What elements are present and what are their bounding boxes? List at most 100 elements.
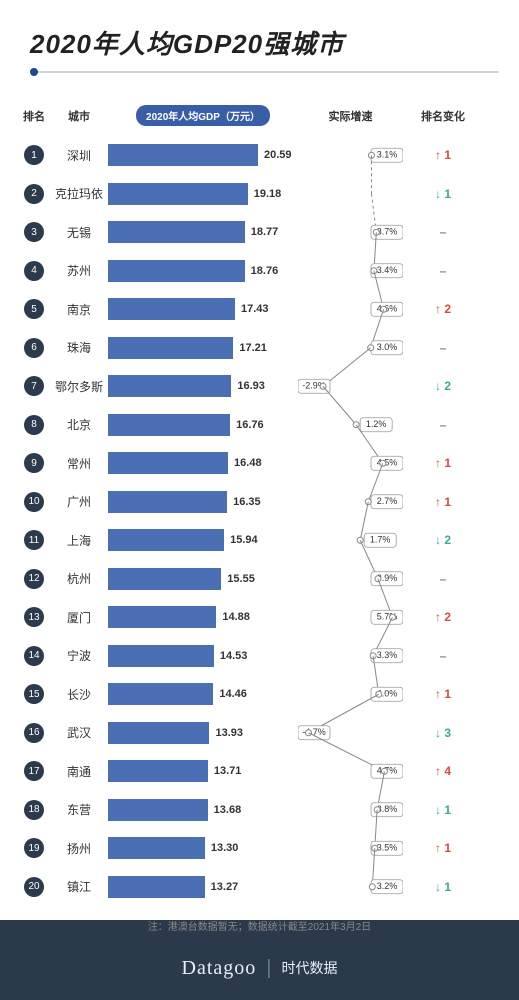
- rank-cell: 7: [18, 376, 50, 396]
- growth-cell: [298, 483, 403, 522]
- arrow-up-icon: ↑ 4: [435, 764, 451, 778]
- footnote: 注：港澳台数据暂无；数据统计截至2021年3月2日: [0, 918, 519, 933]
- bar-cell: 13.71: [108, 760, 298, 782]
- chart-container: 2020年人均GDP20强城市 排名 城市 2020年人均GDP（万元） 实际增…: [0, 0, 519, 1000]
- value-label: 16.48: [234, 457, 262, 469]
- rank-badge: 13: [24, 607, 44, 627]
- bar: [108, 606, 216, 628]
- footer-divider: |: [266, 957, 271, 980]
- table-row: 1深圳20.59↑ 1: [18, 136, 501, 175]
- rank-badge: 10: [24, 492, 44, 512]
- footer-sub: 时代数据: [281, 958, 337, 978]
- table-row: 20镇江13.27↓ 1: [18, 868, 501, 907]
- bar: [108, 760, 208, 782]
- growth-cell: [298, 406, 403, 445]
- bar: [108, 722, 209, 744]
- city-cell: 扬州: [50, 840, 108, 857]
- growth-cell: [298, 252, 403, 291]
- rank-badge: 16: [24, 723, 44, 743]
- change-cell: ↓ 1: [403, 803, 483, 817]
- value-label: 13.71: [214, 765, 242, 777]
- growth-cell: [298, 136, 403, 175]
- table-row: 10 广州16.35 ↑ 1: [18, 483, 501, 522]
- bar: [108, 221, 245, 243]
- rank-badge: 12: [24, 569, 44, 589]
- table-row: 5 南京17.43 ↑ 2: [18, 290, 501, 329]
- bar-cell: 18.76: [108, 260, 298, 282]
- table-row: 8北京16.76–: [18, 406, 501, 445]
- value-label: 16.76: [236, 419, 264, 431]
- rank-cell: 2: [18, 184, 50, 204]
- growth-cell: [298, 560, 403, 599]
- bar: [108, 452, 228, 474]
- bar: [108, 491, 227, 513]
- rank-badge: 19: [24, 838, 44, 858]
- bar-cell: 16.76: [108, 414, 298, 436]
- change-cell: ↑ 1: [403, 148, 483, 162]
- change-cell: ↑ 2: [403, 302, 483, 316]
- rank-cell: 19: [18, 838, 50, 858]
- city-cell: 杭州: [50, 570, 108, 587]
- city-cell: 常州: [50, 455, 108, 472]
- city-cell: 东营: [50, 801, 108, 818]
- bar-cell: 17.43: [108, 298, 298, 320]
- city-cell: 克拉玛依: [50, 185, 108, 202]
- rank-badge: 17: [24, 761, 44, 781]
- growth-cell: [298, 329, 403, 368]
- change-cell: ↓ 3: [403, 726, 483, 740]
- bar-cell: 20.59: [108, 144, 298, 166]
- growth-cell: [298, 213, 403, 252]
- value-label: 17.21: [239, 342, 267, 354]
- arrow-up-icon: ↑ 1: [435, 495, 451, 509]
- bar: [108, 260, 245, 282]
- value-label: 19.18: [254, 188, 282, 200]
- rank-cell: 6: [18, 338, 50, 358]
- city-cell: 长沙: [50, 686, 108, 703]
- table-row: 9常州 16.48 ↑ 1: [18, 444, 501, 483]
- table-row: 17南通13.71↑ 4: [18, 752, 501, 791]
- value-label: 20.59: [264, 149, 292, 161]
- bar-cell: 16.35: [108, 491, 298, 513]
- growth-cell: [298, 444, 403, 483]
- change-cell: ↑ 1: [403, 456, 483, 470]
- city-cell: 上海: [50, 532, 108, 549]
- nochange-icon: –: [440, 649, 447, 663]
- value-label: 18.76: [251, 265, 279, 277]
- rank-badge: 1: [24, 145, 44, 165]
- bar: [108, 799, 208, 821]
- growth-cell: [298, 175, 403, 214]
- growth-cell: [298, 598, 403, 637]
- value-label: 13.30: [211, 842, 239, 854]
- rank-badge: 7: [24, 376, 44, 396]
- change-cell: ↓ 2: [403, 533, 483, 547]
- change-cell: ↓ 1: [403, 880, 483, 894]
- growth-cell: [298, 829, 403, 868]
- value-label: 16.93: [237, 380, 265, 392]
- value-label: 14.46: [219, 688, 247, 700]
- city-cell: 鄂尔多斯: [50, 378, 108, 395]
- header-growth: 实际增速: [298, 108, 403, 124]
- table-row: 7鄂尔多斯16.93↓ 2: [18, 367, 501, 406]
- rank-cell: 17: [18, 761, 50, 781]
- bar-cell: 14.88: [108, 606, 298, 628]
- table-row: 15长沙14.46↑ 1: [18, 675, 501, 714]
- rank-badge: 5: [24, 299, 44, 319]
- rank-badge: 18: [24, 800, 44, 820]
- bar: [108, 144, 258, 166]
- bar-cell: 14.46: [108, 683, 298, 705]
- bar: [108, 876, 205, 898]
- rank-cell: 9: [18, 453, 50, 473]
- city-cell: 广州: [50, 493, 108, 510]
- bar: [108, 375, 231, 397]
- rank-cell: 13: [18, 607, 50, 627]
- city-cell: 南京: [50, 301, 108, 318]
- bar-cell: 18.77: [108, 221, 298, 243]
- nochange-icon: –: [440, 572, 447, 586]
- city-cell: 武汉: [50, 724, 108, 741]
- rank-cell: 12: [18, 569, 50, 589]
- rank-cell: 8: [18, 415, 50, 435]
- column-headers: 排名 城市 2020年人均GDP（万元） 实际增速 排名变化: [0, 85, 519, 136]
- page-title: 2020年人均GDP20强城市: [30, 24, 499, 61]
- growth-cell: [298, 675, 403, 714]
- rank-cell: 10: [18, 492, 50, 512]
